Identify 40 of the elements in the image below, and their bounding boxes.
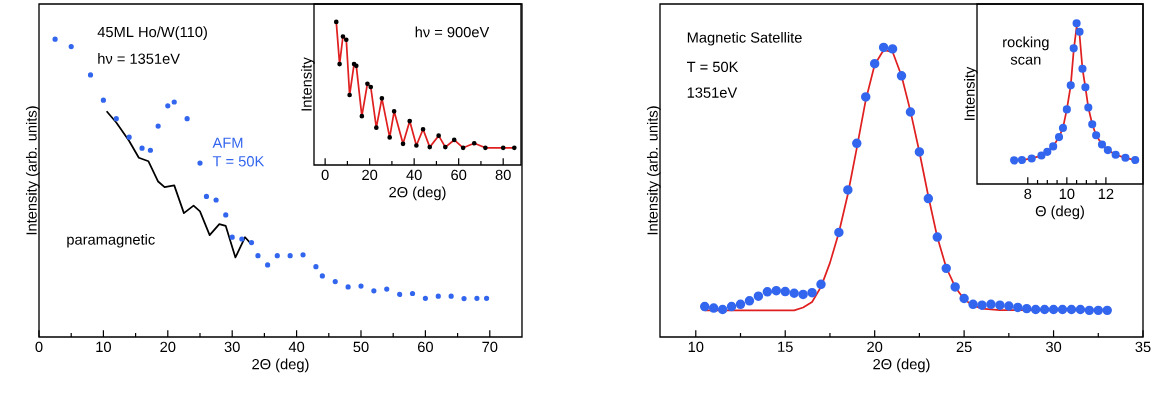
- x-tick-label: 12: [1098, 188, 1114, 199]
- x-axis-title: 2Θ (deg): [389, 186, 446, 201]
- text: paramagnetic: [67, 233, 155, 248]
- x-tick-label: 50: [353, 341, 369, 353]
- annotation: hν = 1351eV: [98, 53, 180, 64]
- x-tick-label: 20: [362, 169, 378, 181]
- x-axis-title: 2Θ (deg): [252, 358, 309, 373]
- y-axis-title: Intensity: [300, 57, 315, 111]
- x-tick-label: 15: [778, 341, 793, 352]
- x-tick-label: 60: [417, 341, 433, 353]
- x-tick-label: 60: [451, 169, 467, 181]
- x-tick-label: 10: [96, 341, 111, 353]
- text: Magnetic Satellite: [687, 31, 802, 46]
- x-tick-label: 8: [1024, 188, 1032, 200]
- annotation: 1351eV: [687, 87, 738, 98]
- x-tick-label: 0: [35, 341, 43, 353]
- annotation: hν = 900eV: [415, 26, 490, 38]
- x-tick-label: 20: [160, 341, 176, 353]
- x-tick-label: 0: [321, 169, 329, 181]
- x-tick-label: 25: [956, 341, 972, 353]
- x-tick-label: 20: [867, 341, 883, 353]
- x-axis-title: Θ (deg): [1035, 205, 1084, 220]
- x-tick-label: 70: [482, 341, 498, 353]
- x-tick-label: 30: [1045, 341, 1062, 353]
- x-tick-label: 40: [406, 169, 422, 181]
- annotation: T = 50K: [212, 156, 265, 167]
- annotation: 45ML Ho/W(110): [97, 26, 207, 41]
- y-axis-title: Intensity (arb. units): [646, 106, 661, 235]
- x-tick-label: 35: [1135, 341, 1151, 353]
- x-axis-title: 2Θ (deg): [873, 358, 930, 373]
- x-tick-label: 80: [495, 169, 511, 181]
- x-tick-label: 10: [688, 341, 704, 353]
- x-tick-label: 10: [1059, 188, 1075, 200]
- series-label: AFM: [212, 137, 243, 148]
- x-tick-label: 30: [224, 341, 240, 353]
- y-axis-title: Intensity: [963, 66, 978, 120]
- annotation: T = 50K: [686, 61, 739, 73]
- y-axis-title: Intensity (arb. units): [25, 106, 40, 235]
- x-tick-label: 40: [288, 341, 305, 353]
- annotation: rocking scan: [1003, 36, 1049, 65]
